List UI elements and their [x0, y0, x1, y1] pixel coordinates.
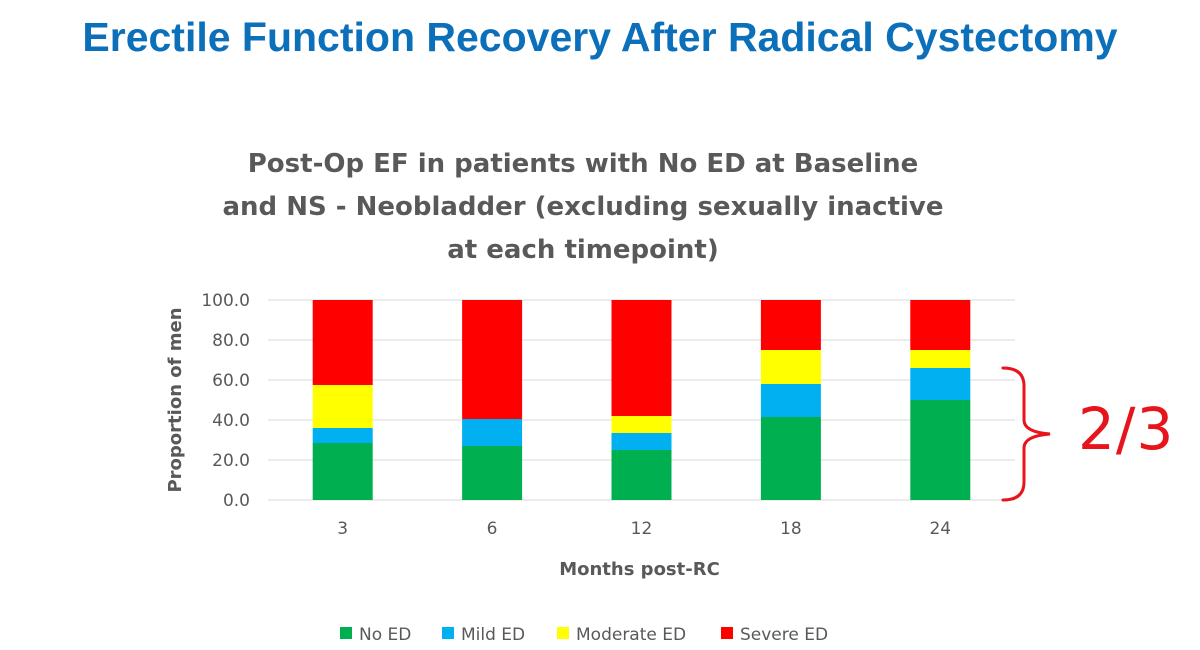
- bar-segment: [910, 368, 971, 400]
- bar-segment: [312, 443, 373, 500]
- bar-segment: [910, 350, 971, 368]
- bar-segment: [462, 446, 523, 500]
- x-tick-label: 6: [487, 519, 498, 539]
- chart-title-line: and NS - Neobladder (excluding sexually …: [222, 192, 943, 222]
- axis-labels: Months post-RC Proportion of men: [165, 307, 720, 580]
- legend-label: Mild ED: [461, 625, 525, 645]
- y-tick-label: 80.0: [212, 331, 250, 351]
- bar-segment: [910, 300, 971, 350]
- chart-title-line: Post-Op EF in patients with No ED at Bas…: [248, 149, 918, 179]
- bar-segment: [611, 300, 672, 416]
- bars: [312, 300, 971, 500]
- chart-title-line: at each timepoint): [447, 235, 718, 265]
- x-tick-label: 3: [337, 519, 348, 539]
- bar-segment: [312, 300, 373, 385]
- bar-segment: [760, 350, 821, 384]
- legend-swatch: [442, 627, 454, 639]
- x-tick-label: 12: [631, 519, 653, 539]
- x-axis-ticks: 3 6 12 18 24: [337, 519, 951, 539]
- bar-segment: [312, 428, 373, 443]
- y-tick-label: 20.0: [212, 451, 250, 471]
- y-tick-label: 40.0: [212, 411, 250, 431]
- bar-segment: [611, 433, 672, 450]
- x-axis-label: Months post-RC: [559, 559, 720, 580]
- bar-segment: [760, 300, 821, 350]
- bracket-annotation: 2/3: [1078, 395, 1175, 463]
- bar-segment: [760, 384, 821, 417]
- legend-swatch: [721, 627, 733, 639]
- x-tick-label: 18: [780, 519, 802, 539]
- y-tick-label: 100.0: [201, 291, 250, 311]
- legend-label: Moderate ED: [576, 625, 686, 645]
- legend-label: No ED: [359, 625, 411, 645]
- legend: No ED Mild ED Moderate ED Severe ED: [340, 625, 828, 645]
- bar-segment: [611, 450, 672, 500]
- bar-segment: [462, 419, 523, 446]
- bar-segment: [312, 385, 373, 428]
- legend-swatch: [557, 627, 569, 639]
- bar-segment: [462, 300, 523, 419]
- y-tick-label: 0.0: [223, 491, 250, 511]
- x-tick-label: 24: [929, 519, 951, 539]
- y-axis-ticks: 0.0 20.0 40.0 60.0 80.0 100.0: [201, 291, 250, 511]
- bar-segment: [611, 416, 672, 433]
- slide-title: Erectile Function Recovery After Radical…: [82, 14, 1118, 60]
- y-axis-label: Proportion of men: [165, 307, 186, 492]
- chart-title: Post-Op EF in patients with No ED at Bas…: [222, 149, 943, 265]
- bar-segment: [910, 400, 971, 500]
- legend-label: Severe ED: [740, 625, 828, 645]
- bar-segment: [760, 417, 821, 500]
- y-tick-label: 60.0: [212, 371, 250, 391]
- legend-swatch: [340, 627, 352, 639]
- bracket-brace: [1001, 366, 1051, 502]
